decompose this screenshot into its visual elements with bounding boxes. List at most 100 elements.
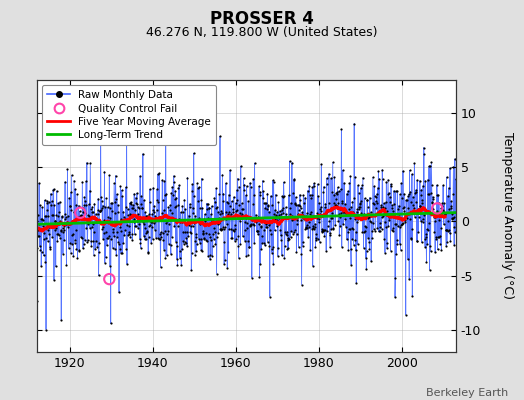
- Point: [223, 211, 232, 218]
- Point: [359, 214, 367, 221]
- Point: [326, 215, 335, 221]
- Point: [375, 209, 384, 215]
- Point: [402, 212, 411, 218]
- Point: [159, 230, 167, 237]
- Point: [358, 182, 366, 189]
- Point: [237, 214, 246, 220]
- Point: [192, 231, 201, 238]
- Point: [205, 233, 214, 240]
- Point: [451, 176, 460, 182]
- Point: [326, 230, 334, 236]
- Point: [336, 214, 345, 220]
- Point: [119, 240, 127, 246]
- Point: [47, 198, 56, 204]
- Point: [48, 234, 57, 240]
- Point: [399, 168, 407, 174]
- Point: [199, 228, 207, 234]
- Point: [45, 224, 53, 230]
- Point: [134, 225, 142, 231]
- Point: [410, 160, 419, 167]
- Point: [346, 173, 355, 179]
- Point: [318, 228, 326, 234]
- Point: [123, 261, 131, 267]
- Point: [259, 188, 267, 194]
- Point: [62, 220, 71, 227]
- Point: [100, 168, 108, 175]
- Point: [398, 220, 407, 227]
- Point: [401, 312, 410, 318]
- Point: [223, 264, 232, 271]
- Point: [238, 211, 247, 218]
- Point: [424, 163, 433, 170]
- Point: [241, 219, 249, 225]
- Point: [63, 218, 71, 225]
- Point: [116, 183, 125, 190]
- Point: [43, 198, 51, 204]
- Point: [255, 183, 263, 189]
- Point: [86, 160, 94, 166]
- Point: [184, 232, 192, 239]
- Point: [342, 210, 351, 216]
- Point: [148, 224, 156, 230]
- Point: [386, 199, 395, 205]
- Point: [224, 248, 233, 255]
- Point: [261, 242, 269, 248]
- Point: [103, 204, 112, 210]
- Point: [108, 200, 117, 206]
- Point: [275, 219, 283, 226]
- Point: [345, 180, 354, 186]
- Point: [340, 216, 348, 222]
- Point: [439, 207, 447, 214]
- Point: [451, 229, 460, 236]
- Point: [238, 233, 247, 240]
- Point: [84, 221, 92, 227]
- Point: [223, 198, 231, 205]
- Point: [386, 247, 395, 254]
- Point: [59, 250, 67, 257]
- Point: [164, 204, 172, 210]
- Point: [344, 226, 353, 232]
- Point: [355, 206, 363, 213]
- Point: [115, 224, 124, 230]
- Point: [446, 205, 455, 212]
- Point: [432, 234, 440, 240]
- Point: [385, 217, 394, 223]
- Point: [398, 220, 407, 226]
- Point: [220, 261, 228, 267]
- Point: [315, 200, 323, 206]
- Point: [182, 220, 190, 226]
- Point: [133, 200, 141, 207]
- Point: [370, 183, 378, 189]
- Point: [316, 211, 324, 217]
- Point: [409, 209, 418, 216]
- Point: [71, 186, 79, 192]
- Point: [448, 211, 456, 217]
- Point: [210, 195, 219, 201]
- Point: [441, 211, 450, 218]
- Point: [101, 254, 110, 260]
- Point: [125, 231, 134, 238]
- Point: [387, 181, 395, 187]
- Point: [411, 188, 420, 195]
- Point: [306, 247, 314, 253]
- Point: [256, 192, 264, 198]
- Point: [263, 190, 271, 197]
- Point: [177, 218, 185, 224]
- Point: [277, 211, 285, 218]
- Point: [440, 200, 449, 206]
- Point: [199, 231, 207, 238]
- Point: [97, 198, 106, 204]
- Point: [141, 209, 149, 216]
- Point: [289, 176, 298, 183]
- Point: [330, 192, 338, 198]
- Point: [129, 219, 138, 225]
- Point: [274, 199, 282, 206]
- Point: [413, 206, 422, 212]
- Point: [207, 236, 215, 243]
- Point: [68, 232, 77, 238]
- Point: [38, 216, 46, 222]
- Point: [447, 198, 455, 204]
- Point: [415, 206, 423, 212]
- Point: [380, 219, 389, 225]
- Point: [60, 211, 69, 217]
